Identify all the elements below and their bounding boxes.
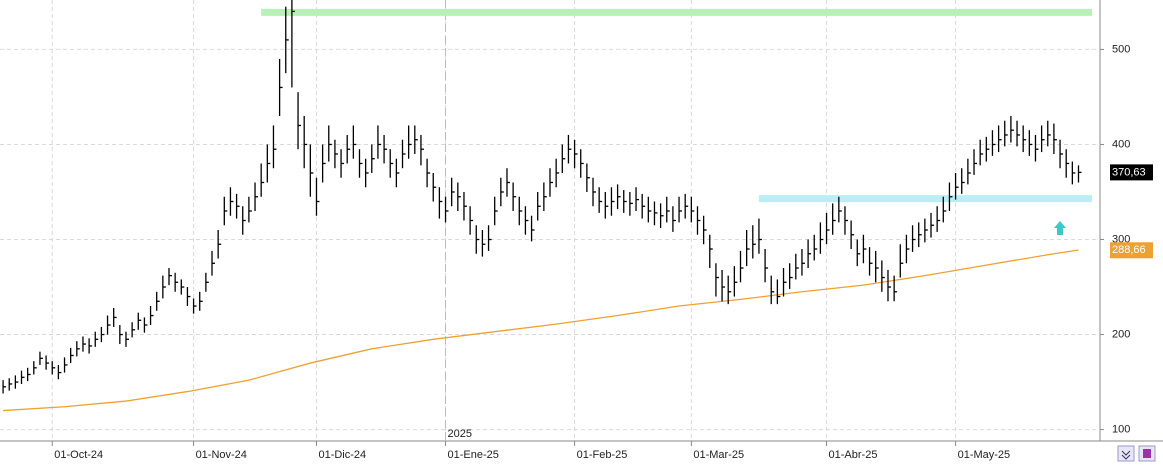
price-tag xyxy=(1110,242,1153,259)
scroll-button[interactable] xyxy=(1117,445,1135,462)
y-tick-label: 200 xyxy=(1112,328,1130,340)
scroll-icon xyxy=(1121,450,1131,460)
year-label: 2025 xyxy=(448,428,472,440)
x-tick-label: 01-Mar-25 xyxy=(693,449,744,461)
price-tag-label: 288,66 xyxy=(1112,244,1146,256)
x-tick-label: 01-May-25 xyxy=(958,449,1011,461)
price-tag-label: 370,63 xyxy=(1112,166,1146,178)
x-tick-label: 01-Nov-24 xyxy=(196,449,247,461)
x-tick-label: 01-Dic-24 xyxy=(318,449,366,461)
x-tick-label: 01-Oct-24 xyxy=(54,449,103,461)
x-tick-label: 01-Ene-25 xyxy=(448,449,499,461)
up-arrow xyxy=(1054,221,1066,235)
y-tick-label: 100 xyxy=(1112,424,1130,436)
y-tick-label: 400 xyxy=(1112,138,1130,150)
y-tick-label: 500 xyxy=(1112,43,1130,55)
x-tick-label: 01-Abr-25 xyxy=(829,449,878,461)
save-icon xyxy=(1143,449,1151,458)
x-tick-label: 01-Feb-25 xyxy=(577,449,628,461)
moving-average xyxy=(3,249,1079,412)
price-tag xyxy=(1110,164,1153,181)
